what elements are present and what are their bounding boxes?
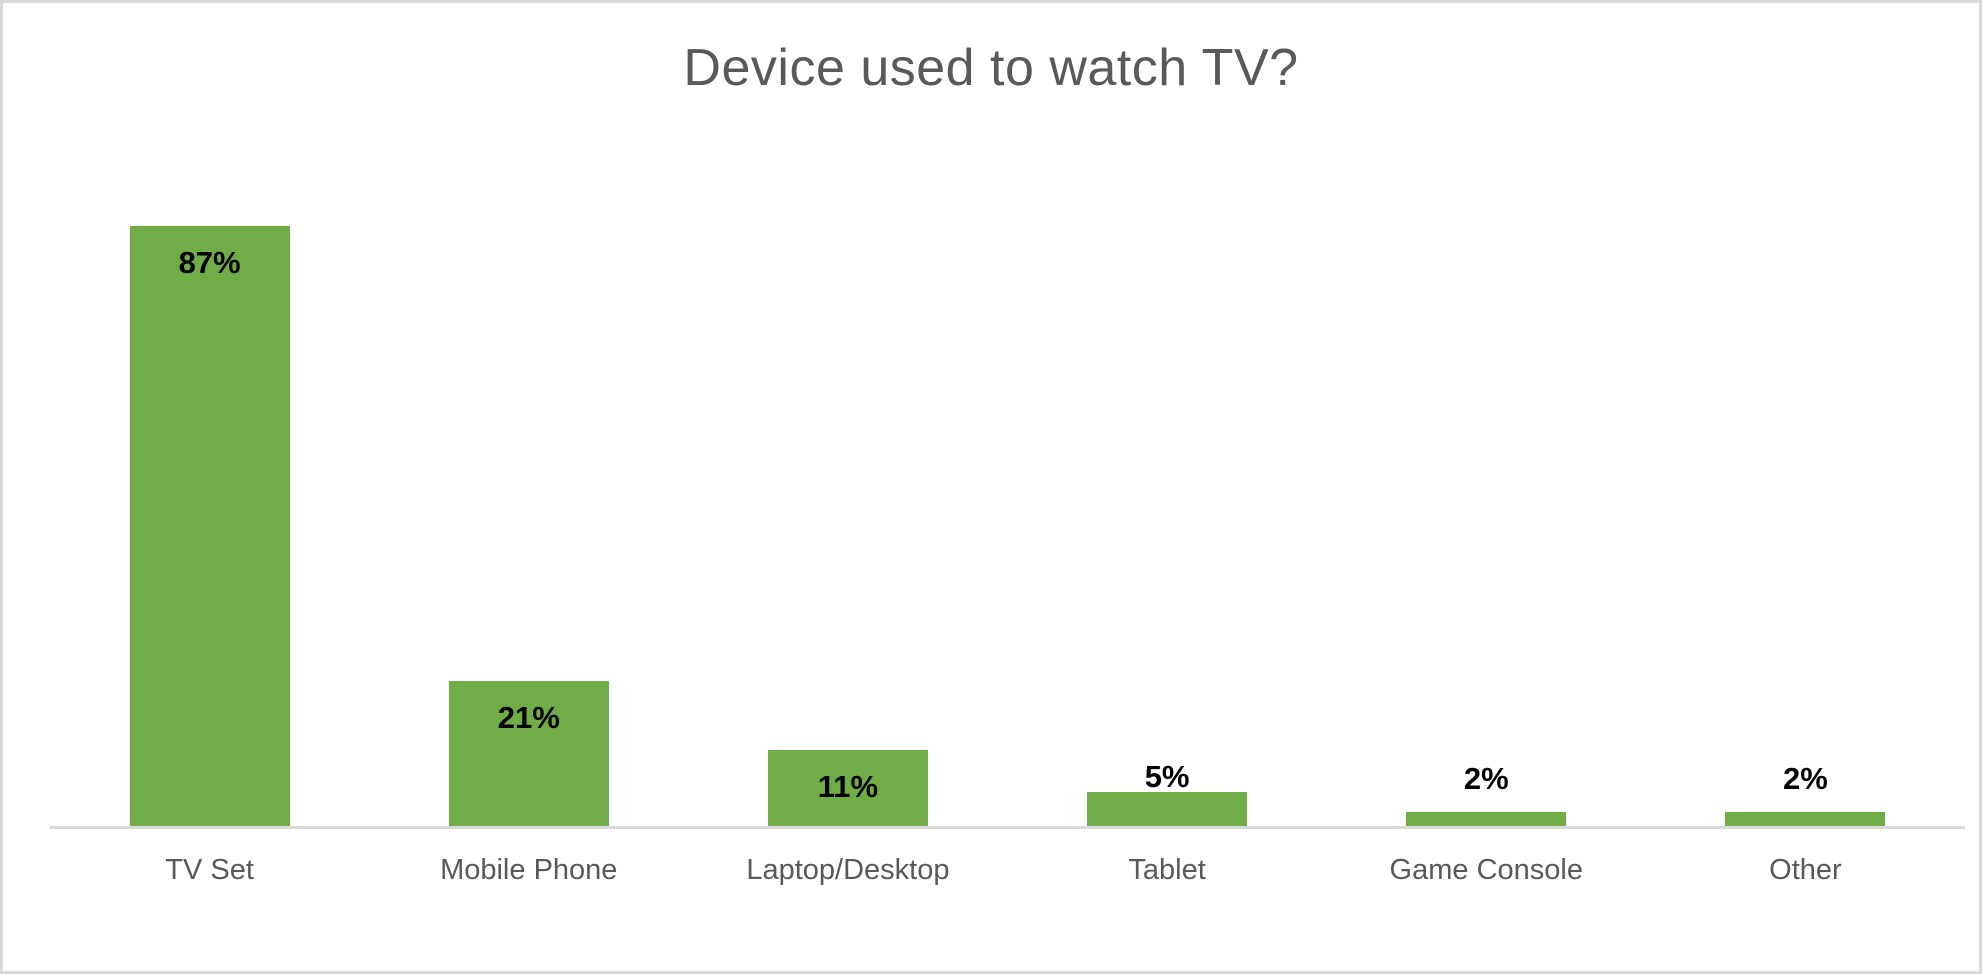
bar-slot: 5%: [1008, 203, 1327, 826]
bar: [1087, 791, 1248, 826]
bar-value-label: 2%: [1783, 761, 1828, 796]
bar: [1406, 812, 1567, 826]
chart-title: Device used to watch TV?: [683, 39, 1299, 97]
category-label: Tablet: [1128, 854, 1206, 886]
category-label: Laptop/Desktop: [746, 854, 950, 886]
bar-slot: 87%: [50, 203, 369, 826]
bar-slot: 21%: [369, 203, 688, 826]
bar-slot: 2%: [1646, 203, 1965, 826]
bar-value-label: 2%: [1463, 761, 1509, 796]
x-axis-category-labels: TV Set Mobile Phone Laptop/Desktop Table…: [50, 842, 1965, 888]
bar: [448, 681, 609, 826]
category-label: Mobile Phone: [440, 854, 618, 886]
plot-area: 87% 21% 11% 5% 2% 2%: [50, 203, 1965, 826]
bar-slot: 2%: [1327, 203, 1646, 826]
bar: [129, 225, 290, 826]
bar-slot: 11%: [688, 203, 1007, 826]
bar: [767, 750, 928, 826]
x-axis-line: [50, 826, 1965, 829]
category-label: TV Set: [165, 854, 254, 886]
category-label: Other: [1769, 854, 1842, 886]
category-label: Game Console: [1389, 854, 1583, 886]
bar-value-label: 5%: [1144, 758, 1190, 794]
bar: [1725, 812, 1886, 826]
